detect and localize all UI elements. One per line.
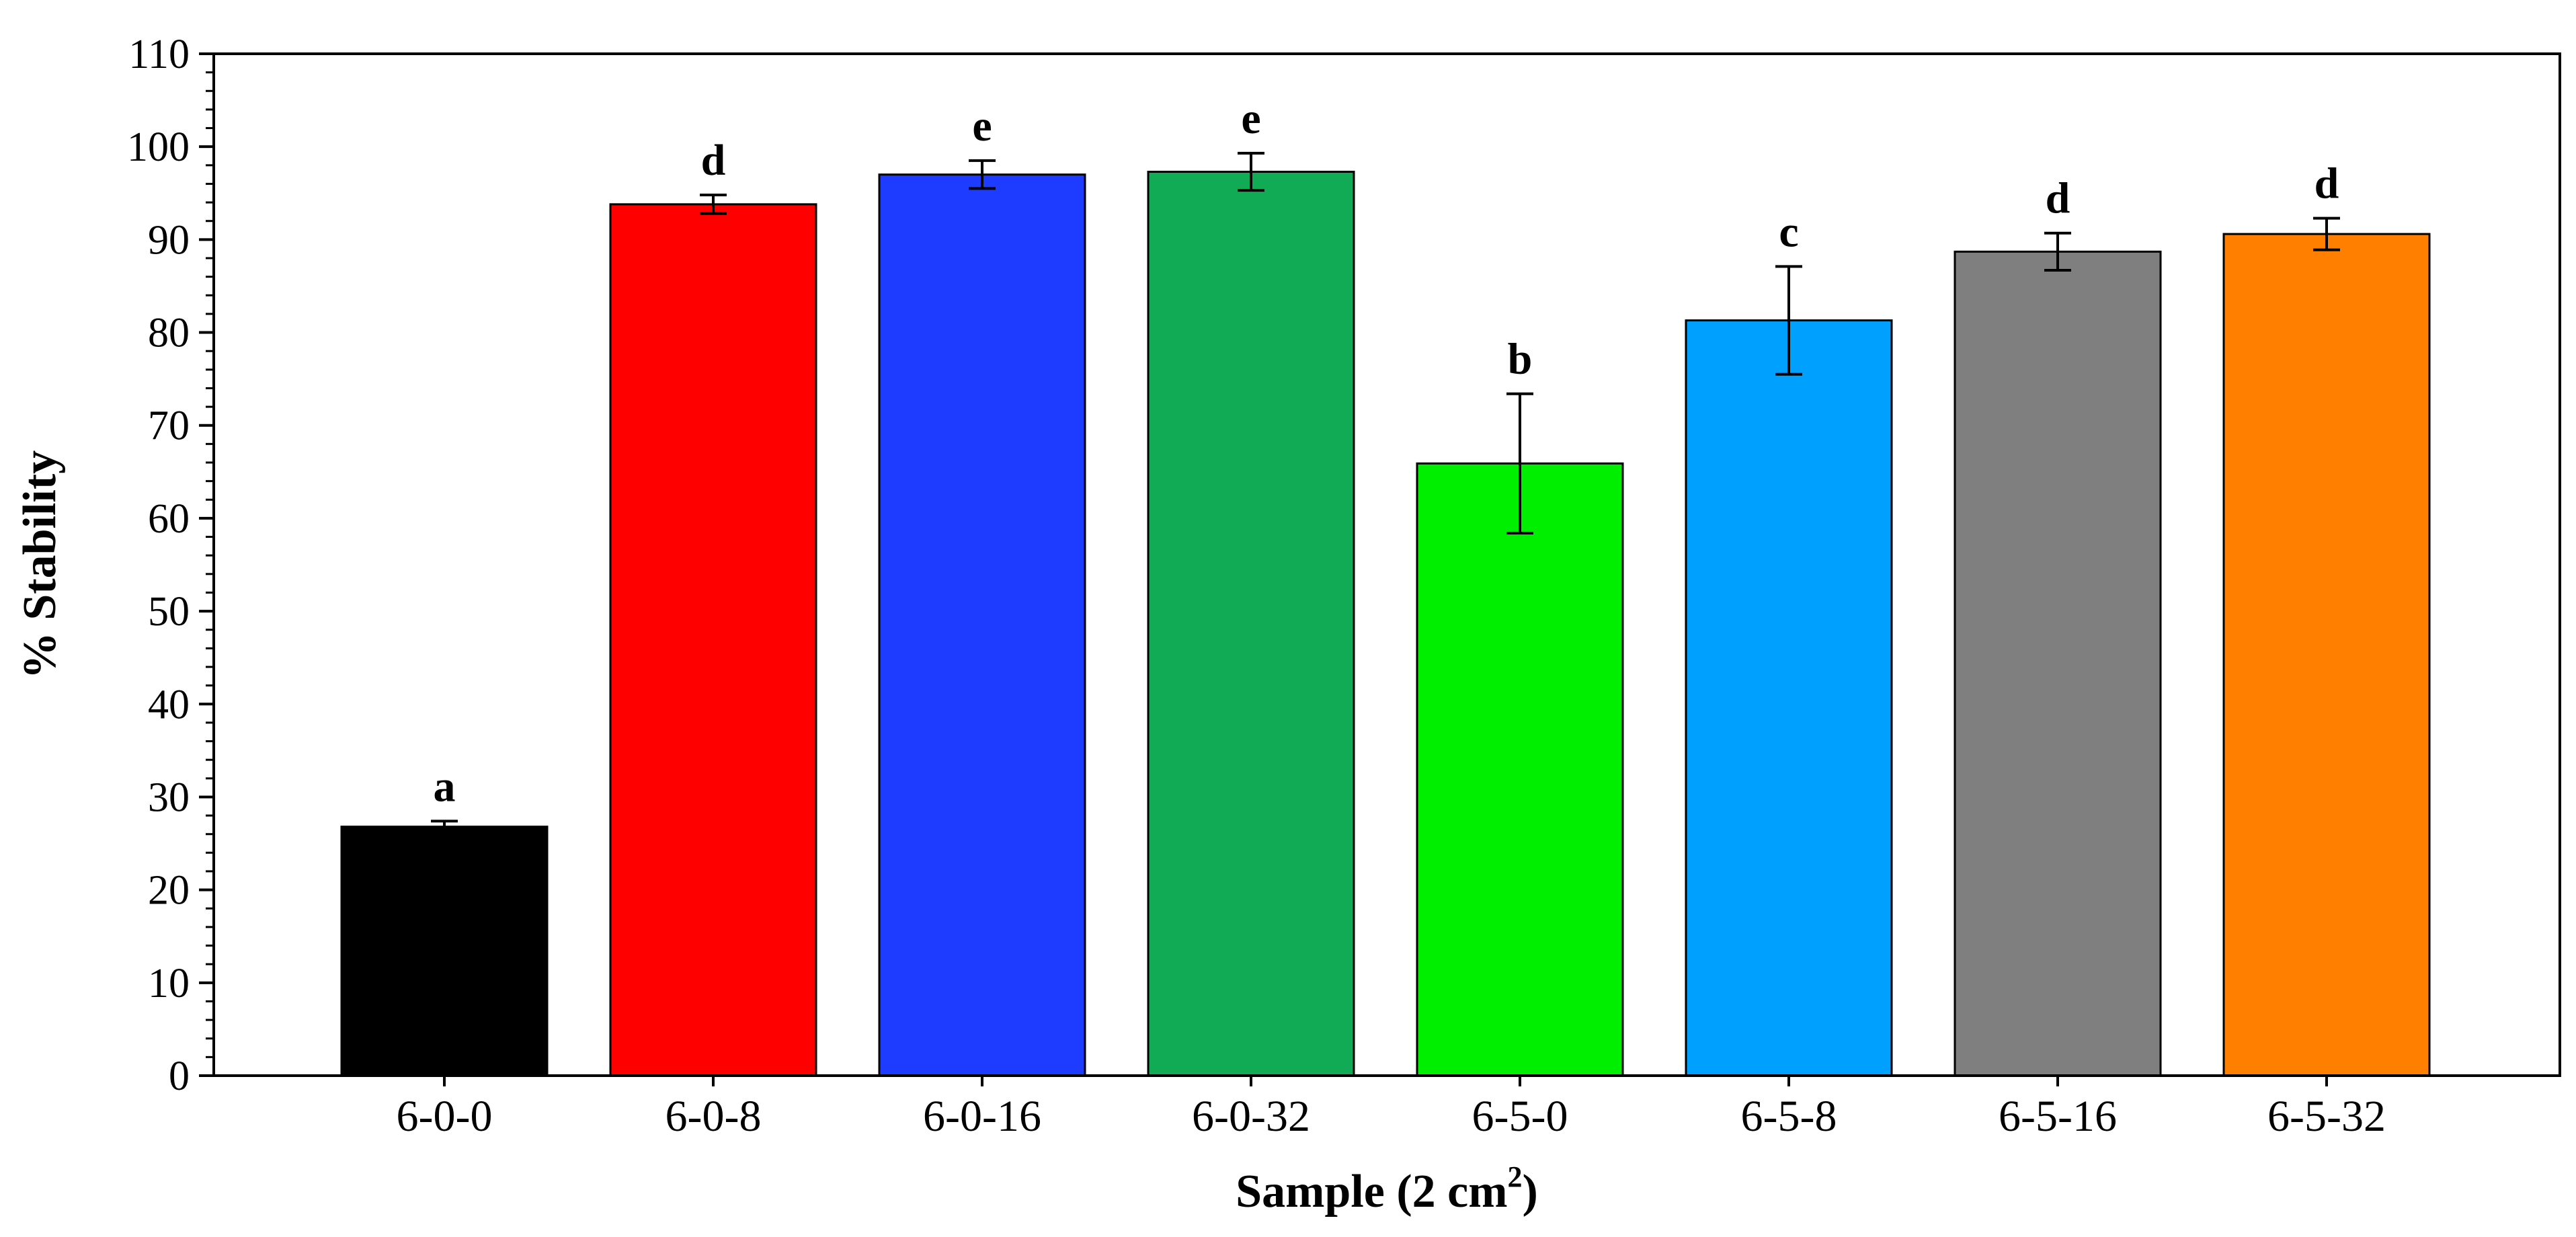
significance-letter: d <box>2315 159 2339 208</box>
y-tick-label: 30 <box>148 774 190 820</box>
bar-6-5-0 <box>1416 462 1624 1077</box>
error-bar-6-0-8 <box>700 194 727 215</box>
significance-letter: c <box>1779 207 1798 256</box>
bar-6-5-16 <box>1954 250 2162 1077</box>
significance-letter: d <box>2046 174 2070 223</box>
x-axis: 6-0-0 6-0-8 6-0-16 6-0-32 6-5-0 6-5-8 6-5-16 6-… <box>397 1076 2386 1141</box>
error-bar-6-5-8 <box>1775 265 1802 376</box>
x-tick-label: 6-0-0 <box>397 1092 493 1141</box>
bar-6-5-8 <box>1685 319 1893 1077</box>
error-bars-layer <box>431 151 2340 834</box>
y-tick-label: 100 <box>127 124 190 170</box>
x-tick-label: 6-5-0 <box>1472 1092 1568 1141</box>
significance-letter: b <box>1508 335 1533 384</box>
error-bar-6-5-0 <box>1506 392 1533 535</box>
y-tick-label: 80 <box>148 311 190 356</box>
significance-letter: a <box>434 762 456 811</box>
x-axis-title-suffix: ) <box>1523 1166 1538 1218</box>
bar-6-0-8 <box>609 203 817 1077</box>
error-bar-6-5-16 <box>2044 231 2071 272</box>
significance-letter: d <box>701 136 726 185</box>
significance-letters-layer: a d e e b c d d <box>434 94 2339 811</box>
y-tick-label: 50 <box>148 589 190 635</box>
plot-frame <box>212 52 2561 1077</box>
y-tick-label: 10 <box>148 961 190 1006</box>
significance-letter: e <box>972 102 992 151</box>
y-tick-label: 40 <box>148 682 190 727</box>
error-bar-6-5-32 <box>2313 216 2340 251</box>
y-tick-label: 60 <box>148 496 190 542</box>
x-tick-label: 6-5-8 <box>1741 1092 1837 1141</box>
significance-letter: e <box>1241 94 1260 143</box>
y-tick-label: 0 <box>169 1053 190 1099</box>
y-tick-label: 90 <box>148 217 190 263</box>
y-tick-label: 20 <box>148 868 190 914</box>
bar-6-0-0 <box>340 826 549 1077</box>
x-axis-title-superscript: 2 <box>1508 1160 1523 1193</box>
bar-6-5-32 <box>2222 233 2431 1077</box>
y-tick-label: 70 <box>148 403 190 449</box>
bars-layer <box>340 170 2431 1077</box>
x-tick-label: 6-0-16 <box>923 1092 1041 1141</box>
y-tick-label: 110 <box>128 32 190 77</box>
y-axis: 0 10 20 30 40 50 60 70 80 90 100 110 <box>127 32 214 1099</box>
x-axis-title-main: Sample (2 cm <box>1236 1166 1507 1218</box>
error-bar-6-0-0 <box>431 820 458 834</box>
y-axis-title: % Stability <box>14 450 66 679</box>
error-bar-6-0-32 <box>1238 151 1264 192</box>
bar-6-0-16 <box>878 173 1086 1077</box>
x-tick-label: 6-0-32 <box>1192 1092 1310 1141</box>
x-tick-label: 6-5-32 <box>2267 1092 2386 1141</box>
error-bar-6-0-16 <box>969 159 996 190</box>
x-tick-label: 6-5-16 <box>1999 1092 2117 1141</box>
x-tick-label: 6-0-8 <box>666 1092 762 1141</box>
x-axis-title: Sample (2 cm2) <box>1236 1160 1538 1218</box>
bar-6-0-32 <box>1147 170 1355 1077</box>
